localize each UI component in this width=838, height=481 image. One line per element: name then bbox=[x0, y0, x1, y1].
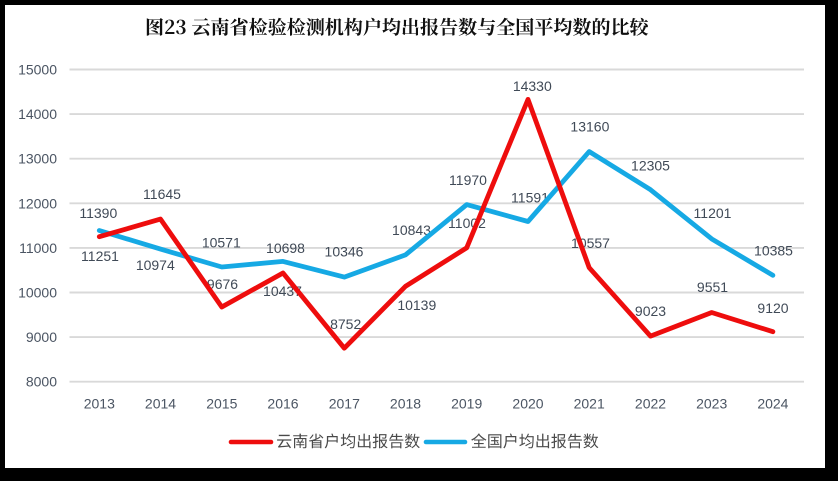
svg-text:9120: 9120 bbox=[757, 300, 788, 316]
svg-text:14330: 14330 bbox=[513, 78, 552, 94]
svg-text:15000: 15000 bbox=[18, 62, 57, 78]
svg-text:2013: 2013 bbox=[84, 396, 115, 412]
svg-text:8000: 8000 bbox=[26, 374, 57, 390]
svg-text:12000: 12000 bbox=[18, 195, 57, 211]
svg-text:10843: 10843 bbox=[392, 222, 431, 238]
svg-text:10698: 10698 bbox=[266, 240, 305, 256]
svg-text:11251: 11251 bbox=[81, 248, 119, 264]
svg-text:8752: 8752 bbox=[330, 316, 361, 332]
svg-text:10571: 10571 bbox=[202, 235, 241, 251]
svg-text:11591: 11591 bbox=[511, 189, 549, 205]
svg-text:11645: 11645 bbox=[143, 186, 181, 202]
svg-text:13000: 13000 bbox=[18, 151, 57, 167]
svg-text:10385: 10385 bbox=[754, 242, 793, 258]
svg-text:11000: 11000 bbox=[19, 240, 57, 256]
svg-text:10974: 10974 bbox=[136, 257, 175, 273]
svg-text:2018: 2018 bbox=[390, 396, 421, 412]
svg-text:9023: 9023 bbox=[635, 303, 666, 319]
svg-text:2015: 2015 bbox=[206, 396, 237, 412]
svg-text:12305: 12305 bbox=[631, 158, 670, 174]
svg-text:2024: 2024 bbox=[757, 396, 788, 412]
svg-text:11390: 11390 bbox=[79, 205, 117, 221]
svg-text:9676: 9676 bbox=[207, 276, 238, 292]
svg-text:2020: 2020 bbox=[512, 396, 543, 412]
svg-text:2023: 2023 bbox=[696, 396, 727, 412]
svg-text:2016: 2016 bbox=[267, 396, 298, 412]
svg-text:9551: 9551 bbox=[697, 279, 728, 295]
svg-text:2014: 2014 bbox=[145, 396, 176, 412]
svg-text:10139: 10139 bbox=[397, 297, 436, 313]
svg-text:9000: 9000 bbox=[26, 329, 57, 345]
svg-text:2021: 2021 bbox=[574, 396, 605, 412]
svg-text:14000: 14000 bbox=[18, 106, 57, 122]
svg-text:11201: 11201 bbox=[694, 205, 732, 221]
svg-text:2019: 2019 bbox=[451, 396, 482, 412]
svg-text:2017: 2017 bbox=[329, 396, 360, 412]
svg-text:2022: 2022 bbox=[635, 396, 666, 412]
svg-text:13160: 13160 bbox=[570, 118, 609, 134]
svg-text:10346: 10346 bbox=[325, 244, 364, 260]
svg-text:11970: 11970 bbox=[449, 172, 487, 188]
svg-text:10000: 10000 bbox=[18, 285, 57, 301]
